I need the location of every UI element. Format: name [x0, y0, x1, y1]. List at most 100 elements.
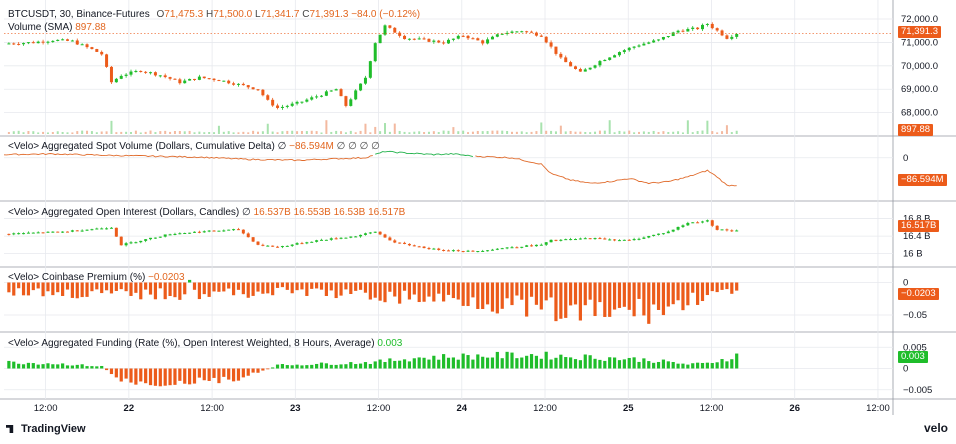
funding-bar	[461, 353, 465, 369]
premium-bar	[412, 282, 416, 295]
oi-candle	[613, 239, 617, 241]
oi-candle	[359, 234, 363, 237]
funding-bar	[163, 368, 167, 386]
premium-bar	[104, 282, 109, 291]
oi-candle	[671, 229, 675, 232]
premium-bar	[515, 282, 519, 296]
oi-candle	[632, 239, 636, 241]
premium-bar	[700, 282, 705, 302]
price-candle	[256, 89, 260, 91]
oi-candle	[505, 247, 509, 249]
velo-logo[interactable]: velo	[923, 421, 948, 435]
volume-bar	[725, 125, 728, 134]
oi-candle	[510, 247, 514, 249]
volume-bar	[481, 131, 484, 134]
volume-bar	[432, 131, 435, 134]
volume-bar	[149, 130, 152, 134]
premium-bar	[686, 282, 690, 306]
funding-bar	[505, 351, 509, 369]
cvd-legend: <Velo> Aggregated Spot Volume (Dollars, …	[8, 141, 380, 153]
premium-bar	[529, 282, 534, 297]
volume-bar	[232, 132, 235, 134]
oi-candle	[588, 238, 592, 240]
volume-bar	[486, 131, 489, 134]
price-candle	[368, 61, 372, 78]
price-candle	[222, 80, 226, 82]
price-candle	[676, 30, 680, 33]
funding-bar	[183, 368, 187, 384]
premium-bar	[612, 282, 617, 310]
cvd-value: −86.594M	[289, 141, 334, 152]
oi-candle	[574, 239, 577, 241]
price-candle	[554, 46, 558, 54]
funding-bar	[715, 362, 719, 369]
tradingview-logo[interactable]: TradingView	[6, 423, 86, 435]
price-candle	[276, 105, 280, 108]
volume-bar	[198, 131, 201, 134]
oi-candle	[432, 248, 436, 250]
premium-bar	[61, 282, 65, 296]
premium-bar	[349, 282, 353, 295]
time-tick-label: 12:00	[34, 403, 58, 414]
price-candle	[730, 36, 734, 39]
premium-bar	[520, 282, 524, 300]
volume-bar	[169, 131, 172, 134]
funding-bar	[656, 361, 661, 369]
premium-bar	[153, 282, 158, 300]
volume-bar	[227, 131, 230, 134]
volume-bar	[193, 132, 196, 134]
funding-bar	[21, 364, 26, 369]
premium-title[interactable]: <Velo> Coinbase Premium (%)	[8, 272, 146, 283]
oi-candle	[559, 239, 563, 241]
funding-bar	[310, 364, 314, 369]
funding-bar	[612, 357, 617, 369]
funding-bar	[559, 354, 563, 369]
oi-candle	[598, 238, 602, 240]
volume-label[interactable]: Volume (SMA)	[8, 22, 73, 33]
volume-bar	[276, 132, 279, 134]
funding-bar	[373, 361, 377, 369]
premium-bar	[559, 282, 563, 319]
price-candle	[539, 35, 543, 37]
open-value: 71,475.3	[164, 9, 204, 20]
volume-bar	[164, 130, 167, 134]
oi-candle	[539, 244, 543, 246]
funding-bar	[197, 368, 201, 378]
funding-bar	[231, 368, 236, 382]
premium-bar	[241, 282, 245, 295]
funding-bar	[36, 364, 40, 369]
price-candle	[100, 51, 104, 55]
funding-bar	[485, 357, 490, 369]
oi-title[interactable]: <Velo> Aggregated Open Interest (Dollars…	[8, 207, 240, 218]
price-candle	[481, 40, 485, 44]
price-candle	[261, 89, 265, 96]
funding-bar	[275, 364, 280, 369]
cvd-title[interactable]: <Velo> Aggregated Spot Volume (Dollars, …	[8, 141, 275, 152]
premium-bar	[710, 282, 714, 292]
premium-bar	[319, 282, 324, 290]
funding-bar	[696, 362, 700, 369]
volume-bar	[315, 131, 318, 134]
time-tick-label: 23	[290, 403, 301, 414]
oi-candle	[344, 237, 348, 239]
volume-bar	[340, 131, 343, 134]
price-candle	[324, 91, 328, 96]
price-candle	[393, 27, 397, 33]
funding-bar	[573, 359, 578, 369]
premium-bar	[588, 282, 592, 300]
volume-bar	[442, 130, 445, 134]
price-candle	[461, 35, 465, 37]
funding-title[interactable]: <Velo> Aggregated Funding (Rate (%), Ope…	[8, 338, 375, 349]
volume-bar	[213, 132, 216, 134]
funding-bar	[324, 363, 328, 369]
price-candle	[334, 89, 338, 91]
funding-bar	[466, 355, 470, 369]
funding-bar	[549, 359, 553, 369]
funding-bar	[539, 358, 543, 369]
price-candle	[427, 38, 431, 42]
price-candle	[95, 49, 99, 52]
oi-candle	[617, 240, 621, 242]
volume-bar	[261, 131, 264, 134]
symbol-label[interactable]: BTCUSDT, 30, Binance-Futures	[8, 9, 150, 20]
